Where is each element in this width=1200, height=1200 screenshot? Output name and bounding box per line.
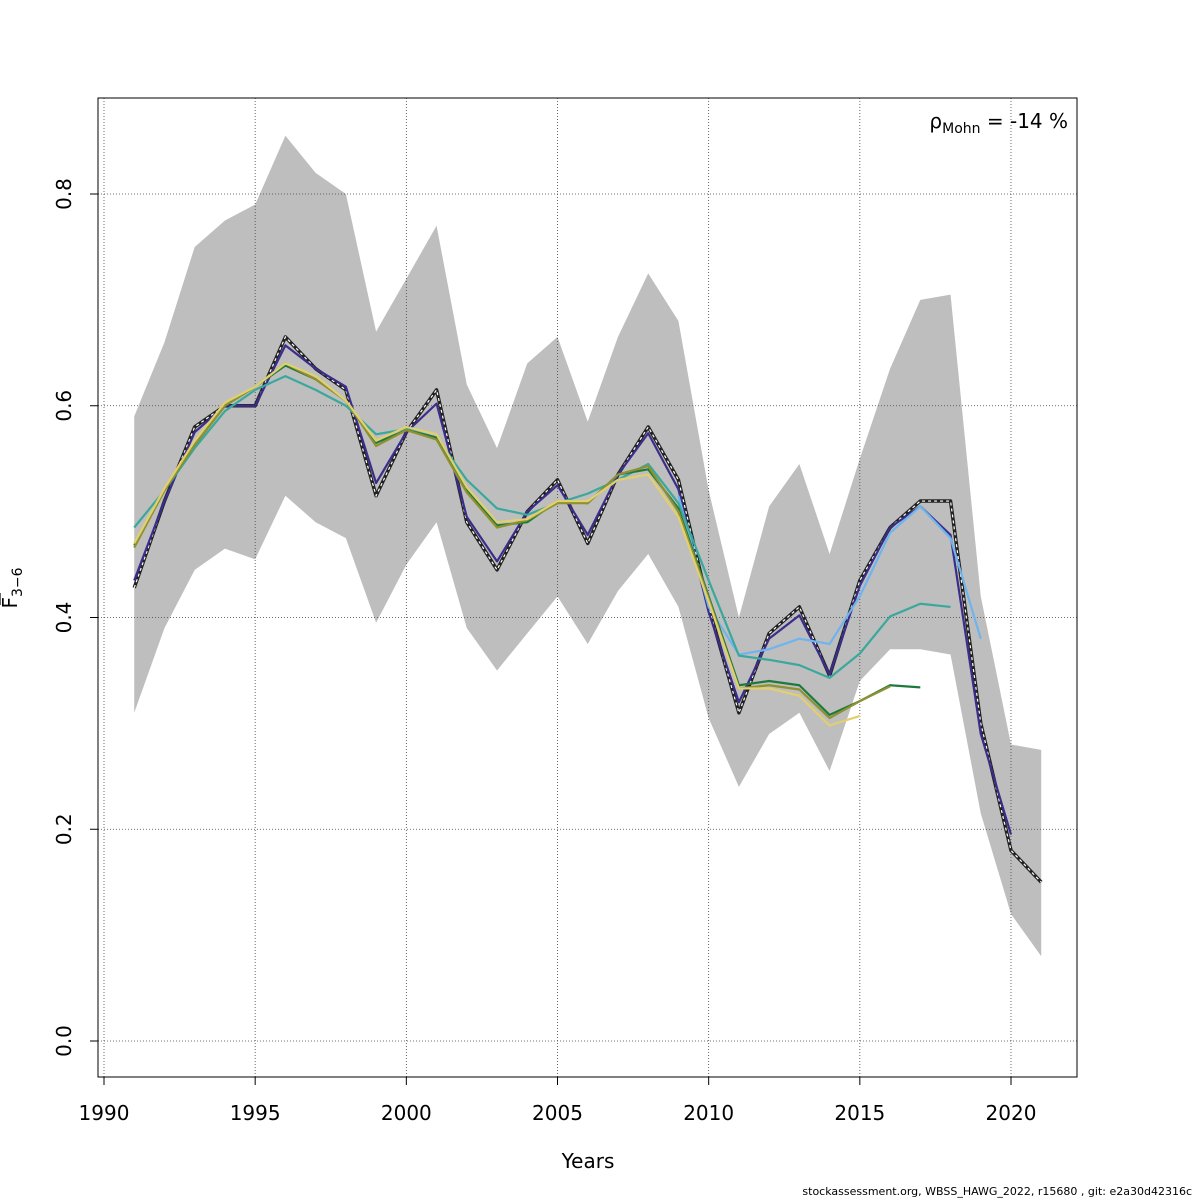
axis-layer: 1990 1995 2000 2005 2010 2015 2020 0.0 0.2 0.4 0.6… bbox=[52, 178, 1036, 1125]
series-line-1 bbox=[133, 344, 1013, 835]
y-tick-label-4: 0.8 bbox=[52, 178, 76, 210]
x-tick-label-2015: 2015 bbox=[834, 1101, 885, 1125]
y-tick-label-1: 0.2 bbox=[52, 813, 76, 845]
y-tick-label-3: 0.6 bbox=[52, 390, 76, 422]
x-tick-label-2000: 2000 bbox=[381, 1101, 432, 1125]
x-axis-title: Years bbox=[561, 1149, 615, 1173]
y-tick-label-0: 0.0 bbox=[52, 1025, 76, 1057]
svg-text:F3−6: F3−6 bbox=[0, 567, 26, 608]
y-axis-title-subscript: 3−6 bbox=[10, 567, 26, 597]
x-tick-label-2010: 2010 bbox=[683, 1101, 734, 1125]
y-tick-label-2: 0.4 bbox=[52, 602, 76, 634]
confidence-band-layer bbox=[134, 135, 1042, 957]
series-line-6 bbox=[133, 362, 861, 727]
x-tick-label-2005: 2005 bbox=[532, 1101, 583, 1125]
x-tick-label-1990: 1990 bbox=[79, 1101, 130, 1125]
series-line-2 bbox=[677, 495, 982, 656]
mohn-rho-symbol: ρ bbox=[929, 109, 942, 133]
x-tick-label-1995: 1995 bbox=[230, 1101, 281, 1125]
confidence-band bbox=[134, 135, 1042, 957]
mohn-rho-annotation: ρMohn = -14 % bbox=[929, 109, 1068, 137]
y-axis-title: F3−6 bbox=[0, 567, 26, 609]
x-tick-label-2020: 2020 bbox=[986, 1101, 1037, 1125]
y-axis-title-base: F bbox=[0, 597, 22, 609]
footer-credit: stockassessment.org, WBSS_HAWG_2022, r15… bbox=[802, 1185, 1192, 1198]
mohn-rho-value: = -14 % bbox=[981, 109, 1069, 133]
series-layer bbox=[132, 335, 1043, 884]
mohn-rho-subscript: Mohn bbox=[942, 121, 980, 137]
